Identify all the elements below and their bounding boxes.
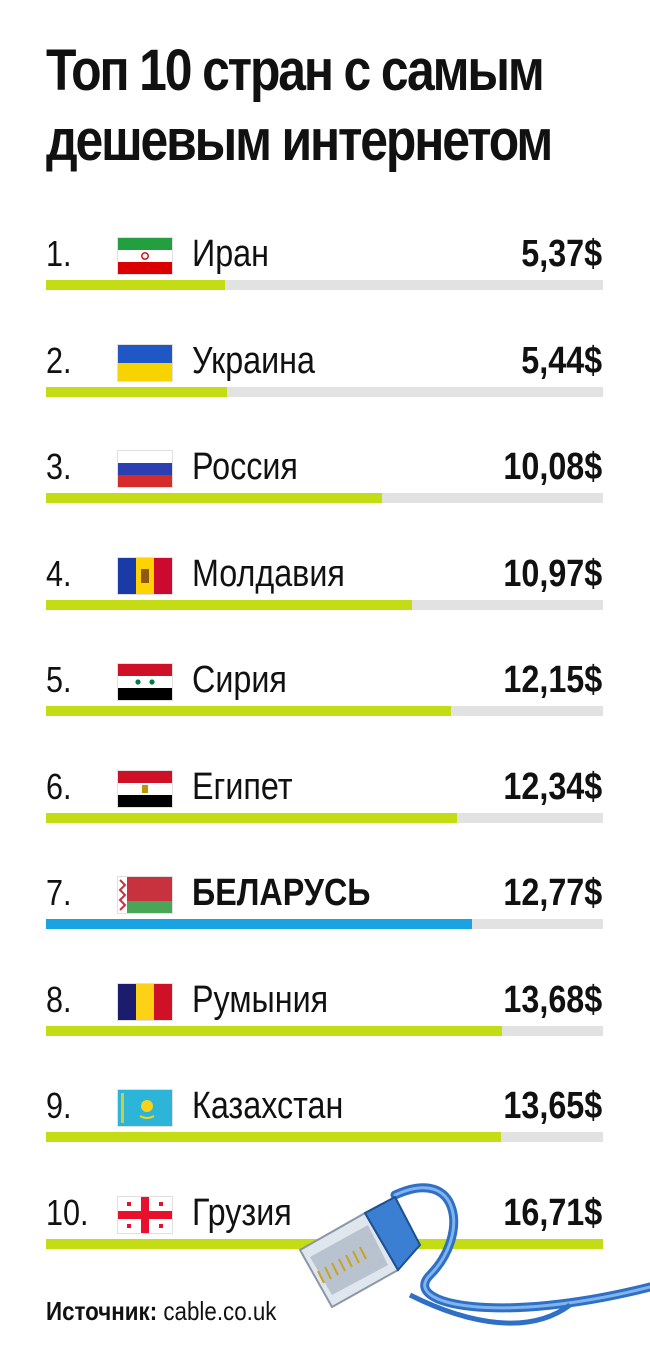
chart-row: 8. Румыния 13,68$ (0, 972, 650, 1062)
category-label: Россия (192, 446, 298, 488)
bar (46, 1025, 502, 1036)
data-label: 5,37$ (521, 233, 602, 275)
georgia-flag-icon (118, 1196, 172, 1233)
category-label: БЕЛАРУСЬ (192, 872, 371, 914)
rank-label: 6. (46, 765, 72, 807)
bar (46, 386, 227, 397)
data-label: 12,34$ (503, 765, 602, 808)
chart-row: 2. Украина 5,44$ (0, 333, 650, 423)
bar-track (46, 1132, 603, 1142)
bar-track (46, 706, 603, 716)
rank-label: 3. (46, 446, 72, 487)
syria-flag-icon-graphic (118, 664, 172, 700)
rank-label: 7. (46, 872, 72, 913)
iran-flag-icon (118, 238, 172, 274)
romania-flag-icon (118, 983, 172, 1020)
rank-label: 5. (46, 659, 72, 700)
rank-label: 10. (46, 1191, 89, 1233)
ukraine-flag-icon-graphic (118, 344, 172, 381)
source-label: Источник: (46, 1296, 158, 1326)
source-note: Источник: cable.co.uk (46, 1294, 276, 1328)
bar (46, 919, 472, 929)
belarus-flag-icon-graphic (118, 877, 172, 913)
category-label: Румыния (192, 978, 329, 1021)
chart-row: 6. Египет 12,34$ (0, 759, 650, 849)
egypt-flag-icon-graphic (118, 770, 172, 807)
rank-label: 2. (46, 339, 72, 381)
russia-flag-icon (118, 451, 172, 487)
page-title: Топ 10 стран с самым дешевым интернетом (46, 36, 553, 176)
georgia-flag-icon-graphic (118, 1196, 172, 1233)
chart-row: 3. Россия 10,08$ (0, 439, 650, 529)
chart-row: 9. Казахстан 13,65$ (0, 1078, 650, 1168)
bar-track (46, 280, 603, 290)
bar (46, 280, 225, 290)
romania-flag-icon-graphic (118, 983, 172, 1020)
rank-label: 4. (46, 552, 72, 594)
kazakhstan-flag-icon-graphic (118, 1090, 172, 1126)
russia-flag-icon-graphic (118, 451, 172, 487)
chart-row: 7. БЕЛАРУСЬ 12,77$ (0, 865, 650, 955)
syria-flag-icon (118, 664, 172, 700)
iran-flag-icon-graphic (118, 238, 172, 274)
chart-row: 4. Молдавия 10,97$ (0, 546, 650, 636)
data-label: 12,15$ (503, 659, 602, 701)
title-line-2: дешевым интернетом (46, 108, 553, 173)
bar-track (46, 599, 603, 610)
chart-row: 1. Иран 5,37$ (0, 226, 650, 316)
rank-label: 1. (46, 233, 72, 274)
data-label: 12,77$ (503, 872, 602, 914)
bar (46, 812, 457, 823)
rank-label: 9. (46, 1085, 72, 1126)
bar (46, 1132, 501, 1142)
moldova-flag-icon (118, 557, 172, 594)
moldova-flag-icon-graphic (118, 557, 172, 594)
source-link[interactable]: cable.co.uk (163, 1296, 277, 1326)
kazakhstan-flag-icon (118, 1090, 172, 1126)
bar (46, 706, 451, 716)
data-label: 13,65$ (503, 1085, 602, 1127)
category-label: Украина (192, 339, 315, 382)
chart-row: 5. Сирия 12,15$ (0, 652, 650, 742)
data-label: 10,08$ (503, 446, 602, 488)
ukraine-flag-icon (118, 344, 172, 381)
category-label: Грузия (192, 1191, 292, 1234)
data-label: 16,71$ (503, 1191, 602, 1234)
data-label: 5,44$ (521, 339, 602, 382)
bar-track (46, 386, 603, 397)
egypt-flag-icon (118, 770, 172, 807)
category-label: Казахстан (192, 1085, 344, 1127)
category-label: Иран (192, 233, 269, 275)
title-line-1: Топ 10 стран с самым (46, 38, 545, 103)
bar (46, 493, 382, 503)
bar-track (46, 493, 603, 503)
bar-track (46, 1025, 603, 1036)
belarus-flag-icon (118, 877, 172, 913)
data-label: 13,68$ (503, 978, 602, 1021)
bar (46, 599, 412, 610)
category-label: Сирия (192, 659, 287, 701)
rank-label: 8. (46, 978, 72, 1020)
ethernet-cable-icon (298, 1183, 650, 1326)
bar-track (46, 919, 603, 929)
category-label: Молдавия (192, 552, 345, 595)
category-label: Египет (192, 765, 293, 808)
bar-track (46, 812, 603, 823)
data-label: 10,97$ (503, 552, 602, 595)
